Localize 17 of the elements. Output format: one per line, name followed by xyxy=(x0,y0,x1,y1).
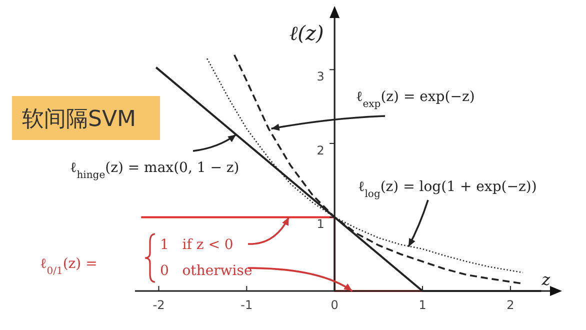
annotation: 1 if z < 0 xyxy=(160,237,234,253)
annotation: ℓ$_{hinge}$(z) = max(0, 1 − z) xyxy=(70,160,240,180)
text: ℓ$_{0/1}$(z) = xyxy=(40,256,98,276)
annotation: 0 otherwise xyxy=(160,263,252,279)
x-axis-title: z xyxy=(540,270,551,289)
annotation: ℓ$_{log}$(z) = log(1 + exp(−z)) xyxy=(358,179,537,200)
y-axis-title: ℓ(z) xyxy=(289,21,324,45)
x-tick-label: -2 xyxy=(152,298,165,312)
y-tick-label: 3 xyxy=(316,70,324,84)
x-tick-label: 1 xyxy=(418,298,426,312)
annotation: ℓ$_{exp}$(z) = exp(−z) xyxy=(356,89,475,110)
annotation: 软间隔SVM xyxy=(22,107,136,132)
x-tick-label: -1 xyxy=(240,298,253,312)
y-tick-label: 1 xyxy=(316,217,324,232)
y-tick-label: 2 xyxy=(316,143,324,158)
x-tick-label: 2 xyxy=(506,298,514,312)
x-tick-label: 0 xyxy=(330,298,338,312)
